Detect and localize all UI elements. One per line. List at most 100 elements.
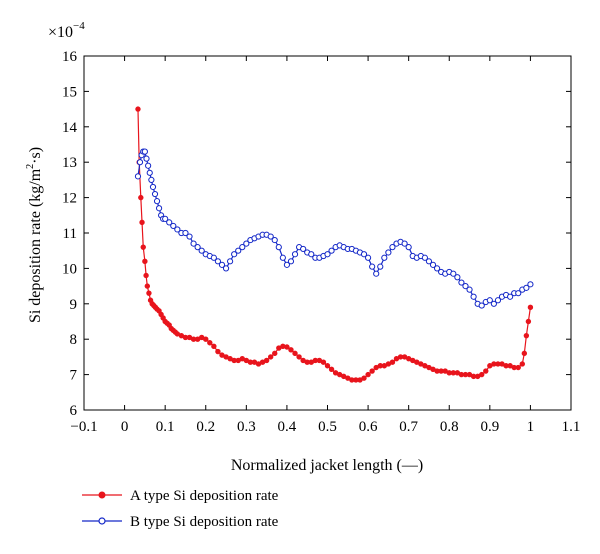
data-point-b	[385, 249, 392, 256]
axes: −0.1 0 0.1 0.2 0.3 0.4 0.5 0.6 0.7 0.8 0.9 1 1.1 6 7 8 9…	[62, 49, 580, 435]
data-point-b	[381, 254, 388, 261]
data-point-b	[421, 254, 428, 261]
data-point-a	[138, 194, 144, 201]
data-point-a	[296, 354, 302, 360]
y-tick-label: 15	[62, 84, 77, 100]
x-tick-label: 1	[527, 419, 535, 435]
data-point-b	[243, 240, 250, 247]
data-point-b	[162, 215, 169, 222]
data-point-a	[288, 347, 294, 353]
data-point-b	[186, 233, 193, 240]
x-tick-label: 0.6	[359, 419, 378, 435]
y-tick-label: 8	[70, 332, 78, 348]
data-point-b	[523, 284, 530, 291]
data-point-b	[364, 254, 372, 261]
data-point-b	[470, 293, 477, 300]
x-tick-label: 0.1	[156, 419, 175, 435]
x-tick-label: 0.4	[278, 419, 297, 435]
data-point-b	[527, 281, 534, 288]
data-point-b	[198, 247, 205, 254]
data-point-b	[210, 254, 217, 261]
data-point-b	[174, 226, 181, 233]
y-multiplier-exponent: −4	[73, 20, 85, 32]
data-point-b	[227, 258, 234, 265]
data-point-a	[203, 336, 209, 342]
y-axis-title-superscript: 2	[25, 164, 36, 169]
data-point-a	[521, 350, 528, 357]
data-point-b	[182, 229, 189, 237]
y-axis-title: Si deposition rate (kg/m2·s)	[25, 147, 44, 323]
data-point-b	[222, 265, 230, 272]
data-point-b	[373, 270, 380, 277]
data-point-b	[478, 302, 485, 309]
legend-marker-b	[98, 517, 106, 525]
legend-marker-a	[98, 491, 106, 499]
data-point-b	[405, 244, 412, 251]
y-tick-label: 11	[63, 226, 77, 242]
data-point-a	[527, 304, 534, 311]
data-point-b	[190, 240, 197, 247]
data-point-b	[486, 297, 493, 304]
y-tick-label: 9	[70, 297, 78, 313]
data-point-a	[361, 375, 367, 381]
data-point-b	[429, 261, 437, 268]
data-point-b	[377, 263, 384, 270]
y-tick-label: 10	[62, 261, 77, 277]
data-point-b	[151, 190, 159, 198]
y-tick-label: 16	[62, 49, 78, 65]
data-point-a	[146, 290, 152, 296]
y-axis-title-end: ·s)	[27, 147, 44, 164]
data-point-a	[369, 368, 375, 374]
legend-item-b: B type Si deposition rate	[82, 514, 279, 530]
data-point-a	[523, 332, 530, 339]
data-point-b	[328, 247, 335, 254]
data-point-a	[292, 350, 298, 357]
data-point-b	[148, 176, 155, 183]
y-tick-label: 6	[70, 403, 78, 419]
data-point-b	[235, 247, 242, 254]
data-point-b	[369, 263, 376, 270]
data-point-b	[143, 155, 150, 162]
data-point-b	[149, 183, 157, 191]
data-point-a	[515, 364, 521, 371]
x-axis-title: Normalized jacket length (—)	[231, 457, 423, 474]
data-point-b	[401, 240, 408, 247]
data-point-b	[454, 274, 461, 281]
data-point-a	[328, 366, 335, 372]
data-point-a	[324, 363, 331, 369]
plot-frame	[83, 55, 572, 411]
x-tick-label: −0.1	[70, 419, 97, 435]
x-tick-label: 0.9	[480, 419, 499, 435]
data-point-a	[365, 371, 371, 378]
data-point-b	[425, 258, 433, 265]
data-point-b	[170, 222, 177, 230]
series-a	[135, 106, 534, 383]
data-point-b	[155, 205, 163, 212]
data-point-b	[146, 169, 153, 176]
data-point-a	[525, 318, 532, 325]
data-point-b	[271, 236, 278, 244]
data-point-b	[462, 283, 469, 290]
data-point-b	[324, 251, 331, 258]
data-point-a	[284, 344, 290, 350]
x-tick-label: 0.3	[237, 419, 256, 435]
data-point-a	[143, 272, 149, 279]
data-point-b	[134, 173, 142, 180]
data-point-b	[141, 148, 148, 155]
data-point-b	[153, 198, 161, 205]
y-tick-label: 7	[70, 368, 78, 384]
data-point-a	[215, 348, 221, 355]
data-point-a	[207, 340, 213, 346]
data-point-b	[291, 251, 299, 258]
data-point-b	[300, 245, 307, 253]
x-tick-label: 1.1	[562, 419, 581, 435]
data-point-b	[507, 293, 514, 300]
data-point-b	[231, 251, 238, 258]
data-point-a	[519, 361, 525, 367]
data-point-a	[320, 359, 327, 365]
data-point-b	[283, 261, 291, 268]
data-point-a	[140, 244, 146, 250]
y-tick-label: 14	[62, 120, 78, 136]
legend: A type Si deposition rate B type Si depo…	[82, 488, 279, 530]
data-point-b	[308, 251, 315, 258]
